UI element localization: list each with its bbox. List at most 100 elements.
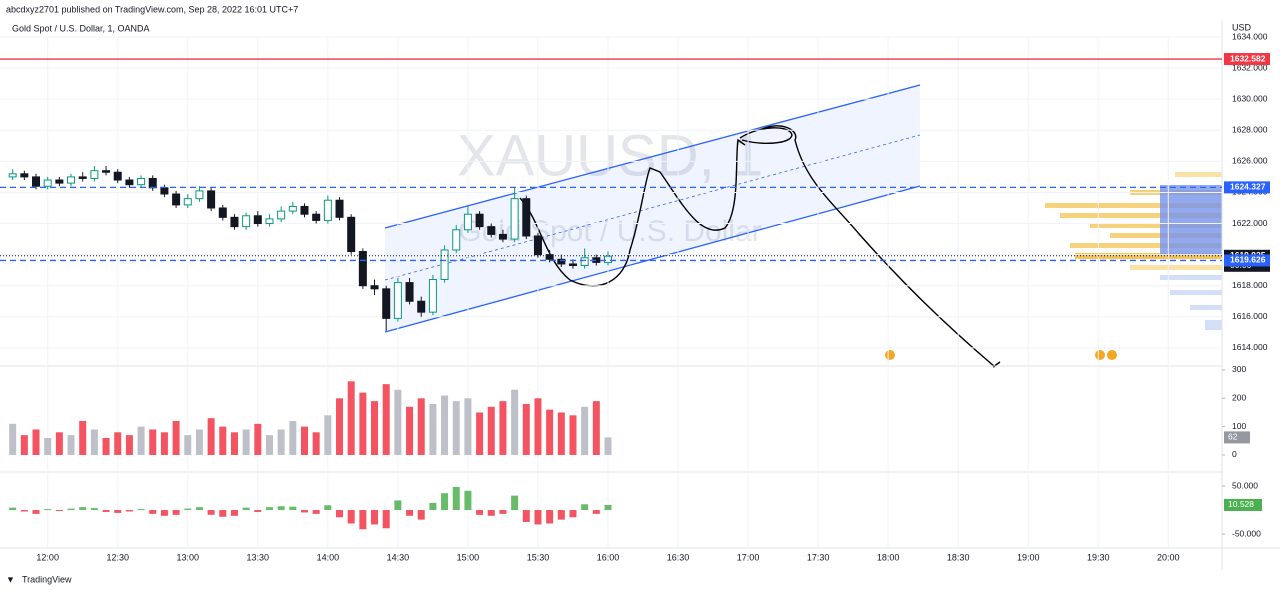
oscillator-bar [90,508,98,511]
candle-body [242,215,251,228]
volume-bar [371,401,379,455]
candle-body [452,229,461,251]
watermark-ticker: XAUUSD, 1 [457,123,763,188]
y-tick-label: 1614.000 [1232,342,1268,352]
oscillator-bar [277,506,285,511]
volume-bar [592,401,600,455]
volume-bar [522,403,530,455]
volume-bar [114,432,122,455]
candle-body [417,300,426,313]
volume-bar [160,432,168,455]
candle-body [20,173,29,178]
publisher: abcdxyz2701 published on TradingView.com… [6,4,298,14]
volume-bar [382,384,390,455]
oscillator-bar [441,493,449,511]
candle-body [522,198,531,237]
y-tick-label: 100 [1232,421,1246,431]
x-tick-label: 12:30 [106,552,129,562]
y-tick-label: 1626.000 [1232,156,1268,166]
x-tick-label: 20:00 [1157,552,1180,562]
candle-body [113,171,122,181]
candle-body [568,263,577,267]
oscillator-bar [172,510,180,515]
oscillator-bar [487,510,495,516]
candle-body [358,251,367,287]
oscillator-bar [604,504,612,511]
volume-bar [312,432,320,455]
x-tick-label: 12:00 [36,552,59,562]
candle-body [288,205,297,212]
channel-fill [385,85,920,332]
volume-bar [277,429,285,455]
oscillator-bar [79,507,87,511]
volume-bar [265,435,273,455]
channel-lower [384,185,921,333]
volume-bar [359,392,367,455]
candle-body [265,218,274,225]
candle-body [160,187,169,195]
x-tick-label: 15:30 [527,552,550,562]
volume-bar [581,406,589,455]
candle-body [335,199,344,218]
oscillator-bar [534,510,542,525]
volume-bar [9,423,17,455]
volume-bar [79,420,87,455]
volume-bar [406,406,414,455]
candle-body [300,205,309,215]
volume-bar [90,429,98,455]
y-tick-label: 0 [1232,449,1237,459]
oscillator-bar [476,510,484,515]
oscillator-bar [312,510,320,514]
oscillator-bar [265,507,273,511]
volume-bar [137,426,145,455]
x-tick-label: 17:30 [807,552,830,562]
volume-bar [476,412,484,455]
volume-bar [125,435,133,455]
oscillator-bar [546,510,554,524]
oscillator-bar [336,510,344,518]
volume-bar [557,412,565,455]
volume-bar [195,429,203,455]
candle-body [580,257,589,267]
volume-bar [604,437,612,455]
candle-body [393,282,402,319]
volume-bar [102,437,110,455]
oscillator-bar [569,510,577,518]
volume-bar [499,401,507,455]
oscillator-bar [359,510,367,530]
oscillator-bar [289,506,297,511]
event-icon [1107,350,1117,360]
candle-body [55,179,64,184]
oscillator-bar [452,486,460,511]
volume-bar [172,420,180,455]
oscillator-bar [347,510,355,524]
candle-body [475,213,484,228]
candle-body [207,190,216,209]
volume-bar [207,418,215,455]
candle-body [102,170,111,173]
oscillator-bar [557,510,565,520]
x-tick-label: 13:30 [247,552,270,562]
oscillator-bar [207,510,215,515]
volume-bar [534,398,542,455]
candle-body [382,288,391,319]
x-tick-label: 17:00 [737,552,760,562]
candle-body [32,176,41,187]
volume-bar [347,381,355,455]
candle-body [545,254,554,260]
x-tick-label: 15:00 [457,552,480,562]
candle-body [137,177,146,186]
candle-body [148,177,157,189]
oscillator-bar [254,510,262,512]
volume-bar [324,415,332,455]
oscillator-bar [20,510,28,512]
candle-body [498,233,507,240]
volume-bar [230,432,238,455]
last-value-label: 62 [1228,432,1238,442]
event-icon [1095,350,1105,360]
oscillator-bar [382,510,390,529]
x-tick-label: 18:00 [877,552,900,562]
oscillator-bar [300,510,309,513]
